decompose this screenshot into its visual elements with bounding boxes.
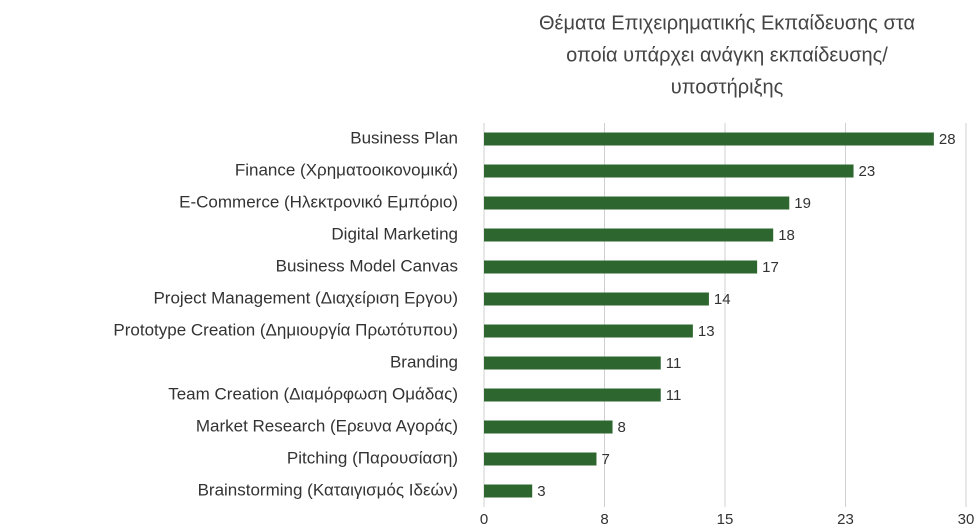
- value-label: 14: [714, 291, 731, 308]
- x-tick-label: 8: [600, 511, 608, 528]
- bar: [484, 388, 661, 402]
- value-label: 19: [794, 195, 811, 212]
- bar: [484, 292, 709, 306]
- chart-title: υποστήριξης: [671, 76, 784, 98]
- value-label: 11: [666, 387, 682, 404]
- bar: [484, 452, 597, 466]
- value-label: 18: [778, 227, 795, 244]
- value-label: 3: [537, 483, 545, 500]
- y-tick-label: E-Commerce (Ηλεκτρονικό Εμπόριο): [179, 192, 458, 211]
- bar: [484, 260, 758, 274]
- value-label: 17: [762, 259, 779, 276]
- y-tick-label: Brainstorming (Καταιγισμός Ιδεών): [198, 480, 458, 499]
- x-tick-label: 23: [837, 511, 854, 528]
- bar: [484, 196, 790, 210]
- x-tick-label: 30: [958, 511, 975, 528]
- y-tick-label: Project Management (Διαχείριση Εργου): [153, 288, 458, 307]
- bar: [484, 228, 774, 242]
- bar: [484, 324, 693, 338]
- y-tick-label: Pitching (Παρουσίαση): [287, 448, 458, 467]
- y-tick-label: Business Plan: [350, 128, 458, 147]
- value-label: 8: [618, 419, 626, 436]
- value-label: 7: [601, 451, 609, 468]
- value-label: 23: [859, 163, 876, 180]
- bar: [484, 132, 934, 146]
- y-tick-label: Branding: [390, 352, 458, 371]
- value-label: 28: [939, 131, 956, 148]
- value-label: 13: [698, 323, 715, 340]
- bar: [484, 356, 661, 370]
- y-tick-label: Market Research (Ερευνα Αγοράς): [196, 416, 458, 435]
- y-tick-label: Prototype Creation (Δημιουργία Πρωτότυπο…: [113, 320, 458, 339]
- bar: [484, 420, 613, 434]
- chart-title: οποία υπάρχει ανάγκη εκπαίδευσης/: [566, 44, 888, 66]
- y-tick-label: Digital Marketing: [331, 224, 458, 243]
- x-tick-label: 15: [717, 511, 734, 528]
- y-tick-label: Finance (Χρηματοοικονομικά): [235, 160, 458, 179]
- x-tick-label: 0: [480, 511, 488, 528]
- value-label: 11: [666, 355, 682, 372]
- y-tick-label: Team Creation (Διαμόρφωση Ομάδας): [168, 384, 458, 403]
- chart-title: Θέματα Επιχειρηματικής Εκπαίδευσης στα: [539, 12, 915, 34]
- bar: [484, 164, 854, 178]
- bar: [484, 484, 533, 498]
- y-tick-label: Business Model Canvas: [276, 256, 458, 275]
